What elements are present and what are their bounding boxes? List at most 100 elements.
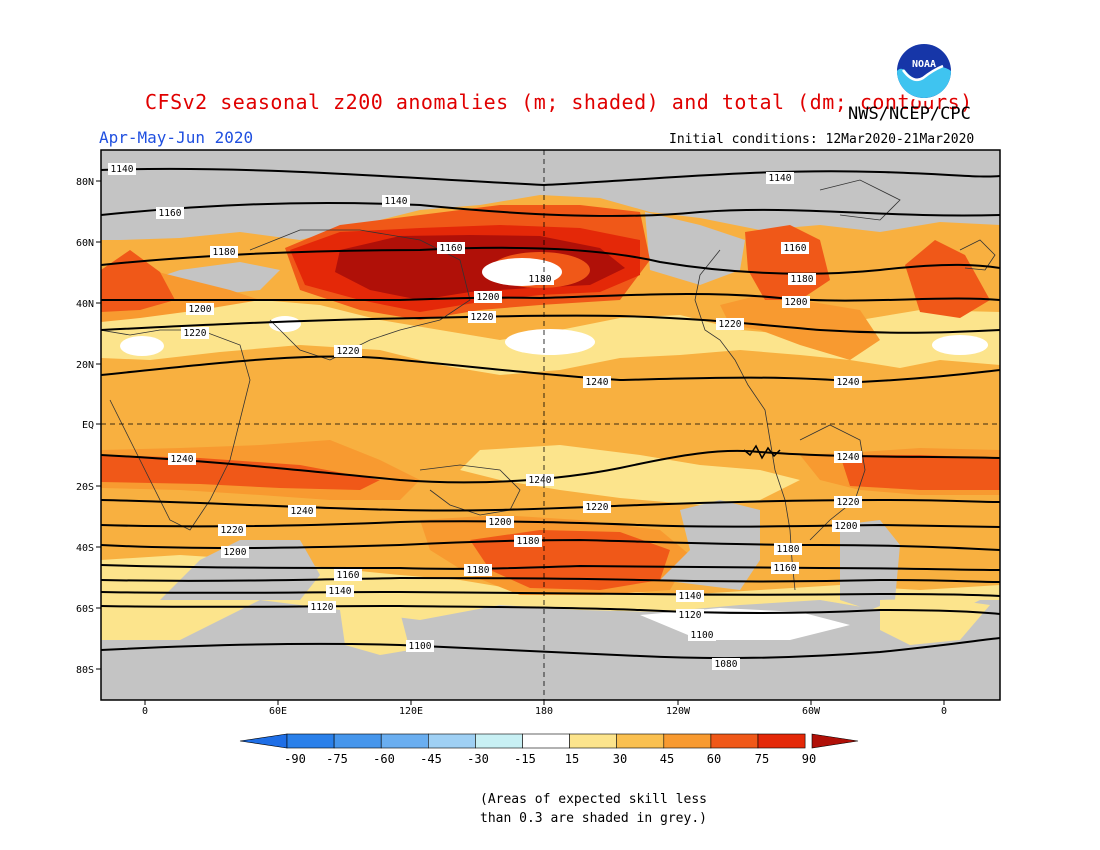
logo-text: NOAA xyxy=(912,59,936,70)
map-frame xyxy=(100,149,1001,701)
contour-label: 1220 xyxy=(583,501,611,513)
svg-text:1200: 1200 xyxy=(477,292,500,303)
svg-text:1240: 1240 xyxy=(171,454,194,465)
longitude-axis: 0 60E 120E 180 120W 60W 0 xyxy=(142,700,947,717)
contour-label: 1160 xyxy=(156,207,184,219)
colorbar-box xyxy=(757,733,806,749)
colorbar-tick-label: 45 xyxy=(660,752,674,766)
contour-label: 1140 xyxy=(382,195,410,207)
anomaly-15-30 xyxy=(460,445,800,505)
contour-label: 1160 xyxy=(437,242,465,254)
map-panel: 1140 1140 1140 1160 1160 1160 1180 1180 … xyxy=(101,150,1000,700)
contour-label: 1220 xyxy=(834,496,862,508)
contour-label: 1220 xyxy=(181,327,209,339)
height-contours xyxy=(101,167,1000,660)
contour-label: 1200 xyxy=(474,291,502,303)
contour-label: 1080 xyxy=(712,658,740,670)
colorbar: -90 -75 -60 -45 -30 -15 15 30 45 60 75 9… xyxy=(239,733,859,766)
svg-text:1220: 1220 xyxy=(586,502,609,513)
svg-text:1160: 1160 xyxy=(337,570,360,581)
anomaly-60-75 xyxy=(840,455,1000,490)
lat-tick-label: 80N xyxy=(76,177,94,188)
svg-text:1100: 1100 xyxy=(691,630,714,641)
colorbar-tick-label: -30 xyxy=(467,752,489,766)
contour-label: 1240 xyxy=(288,505,316,517)
svg-text:1200: 1200 xyxy=(189,304,212,315)
colorbar-tick-labels: -90 -75 -60 -45 -30 -15 15 30 45 60 75 9… xyxy=(284,752,816,766)
contour-label: 1180 xyxy=(774,543,802,555)
contour-label: 1220 xyxy=(218,524,246,536)
chart-title: CFSv2 seasonal z200 anomalies (m; shaded… xyxy=(145,90,973,114)
svg-text:1160: 1160 xyxy=(440,243,463,254)
lat-tick-label: 80S xyxy=(76,665,94,676)
colorbar-box xyxy=(380,733,429,749)
anomaly-near-zero xyxy=(505,329,595,355)
contour-label: 1160 xyxy=(334,569,362,581)
lat-tick-label: 60N xyxy=(76,238,94,249)
contour-label: 1140 xyxy=(766,172,794,184)
contour-label: 1240 xyxy=(834,451,862,463)
lon-tick-label: 180 xyxy=(535,706,553,717)
colorbar-boxes xyxy=(286,733,806,749)
contour-label: 1240 xyxy=(168,453,196,465)
contour-label: 1200 xyxy=(221,546,249,558)
svg-text:1180: 1180 xyxy=(517,536,540,547)
contour-label: 1220 xyxy=(716,318,744,330)
colorbar-box xyxy=(569,733,617,749)
contour-label: 1180 xyxy=(526,273,554,285)
svg-text:1220: 1220 xyxy=(337,346,360,357)
svg-text:1220: 1220 xyxy=(837,497,860,508)
contour-wiggle xyxy=(743,444,781,460)
anomaly-near-zero xyxy=(120,336,164,356)
colorbar-low-arrow xyxy=(239,733,288,749)
contour-label: 1200 xyxy=(832,520,860,532)
contour-label: 1140 xyxy=(108,163,136,175)
colorbar-tick-label: -90 xyxy=(284,752,306,766)
noaa-logo: NOAA xyxy=(894,41,954,101)
svg-text:1120: 1120 xyxy=(679,610,702,621)
svg-text:1240: 1240 xyxy=(837,452,860,463)
svg-text:1100: 1100 xyxy=(409,641,432,652)
lat-tick-label: 40S xyxy=(76,543,94,554)
svg-text:1200: 1200 xyxy=(785,297,808,308)
svg-text:1140: 1140 xyxy=(329,586,352,597)
svg-text:1160: 1160 xyxy=(784,243,807,254)
contour-label: 1120 xyxy=(308,601,336,613)
colorbar-high-arrow xyxy=(811,733,859,749)
contour-label: 1200 xyxy=(782,296,810,308)
colorbar-tick-label: 15 xyxy=(565,752,579,766)
svg-text:1240: 1240 xyxy=(586,377,609,388)
initial-conditions-label: Initial conditions: 12Mar2020-21Mar2020 xyxy=(669,132,975,147)
low-skill-region xyxy=(645,212,745,285)
contour-label: 1180 xyxy=(788,273,816,285)
anomaly-near-zero xyxy=(932,335,988,355)
svg-text:1140: 1140 xyxy=(385,196,408,207)
svg-text:1180: 1180 xyxy=(213,247,236,258)
latitude-axis: 80N 60N 40N 20N EQ 20S 40S 60S 80S xyxy=(76,177,101,676)
contour-label: 1160 xyxy=(781,242,809,254)
colorbar-box xyxy=(333,733,382,749)
lon-tick-label: 0 xyxy=(941,706,947,717)
colorbar-box xyxy=(286,733,335,749)
svg-text:1220: 1220 xyxy=(719,319,742,330)
colorbar-box xyxy=(427,733,476,749)
coastlines xyxy=(101,179,996,591)
contour-label: 1220 xyxy=(468,311,496,323)
colorbar-tick-label: -75 xyxy=(326,752,348,766)
lon-tick-label: 120W xyxy=(666,706,691,717)
colorbar-tick-label: 60 xyxy=(707,752,721,766)
low-skill-region xyxy=(840,520,900,610)
svg-text:1220: 1220 xyxy=(184,328,207,339)
contour-label: 1240 xyxy=(834,376,862,388)
svg-text:1180: 1180 xyxy=(791,274,814,285)
lon-tick-label: 120E xyxy=(399,706,423,717)
low-skill-region xyxy=(160,540,320,600)
colorbar-box xyxy=(475,733,523,749)
season-label: Apr-May-Jun 2020 xyxy=(99,128,254,147)
lat-tick-label: EQ xyxy=(82,420,94,431)
svg-text:1180: 1180 xyxy=(467,565,490,576)
svg-text:1140: 1140 xyxy=(679,591,702,602)
svg-text:1240: 1240 xyxy=(291,506,314,517)
contour-label: 1180 xyxy=(210,246,238,258)
